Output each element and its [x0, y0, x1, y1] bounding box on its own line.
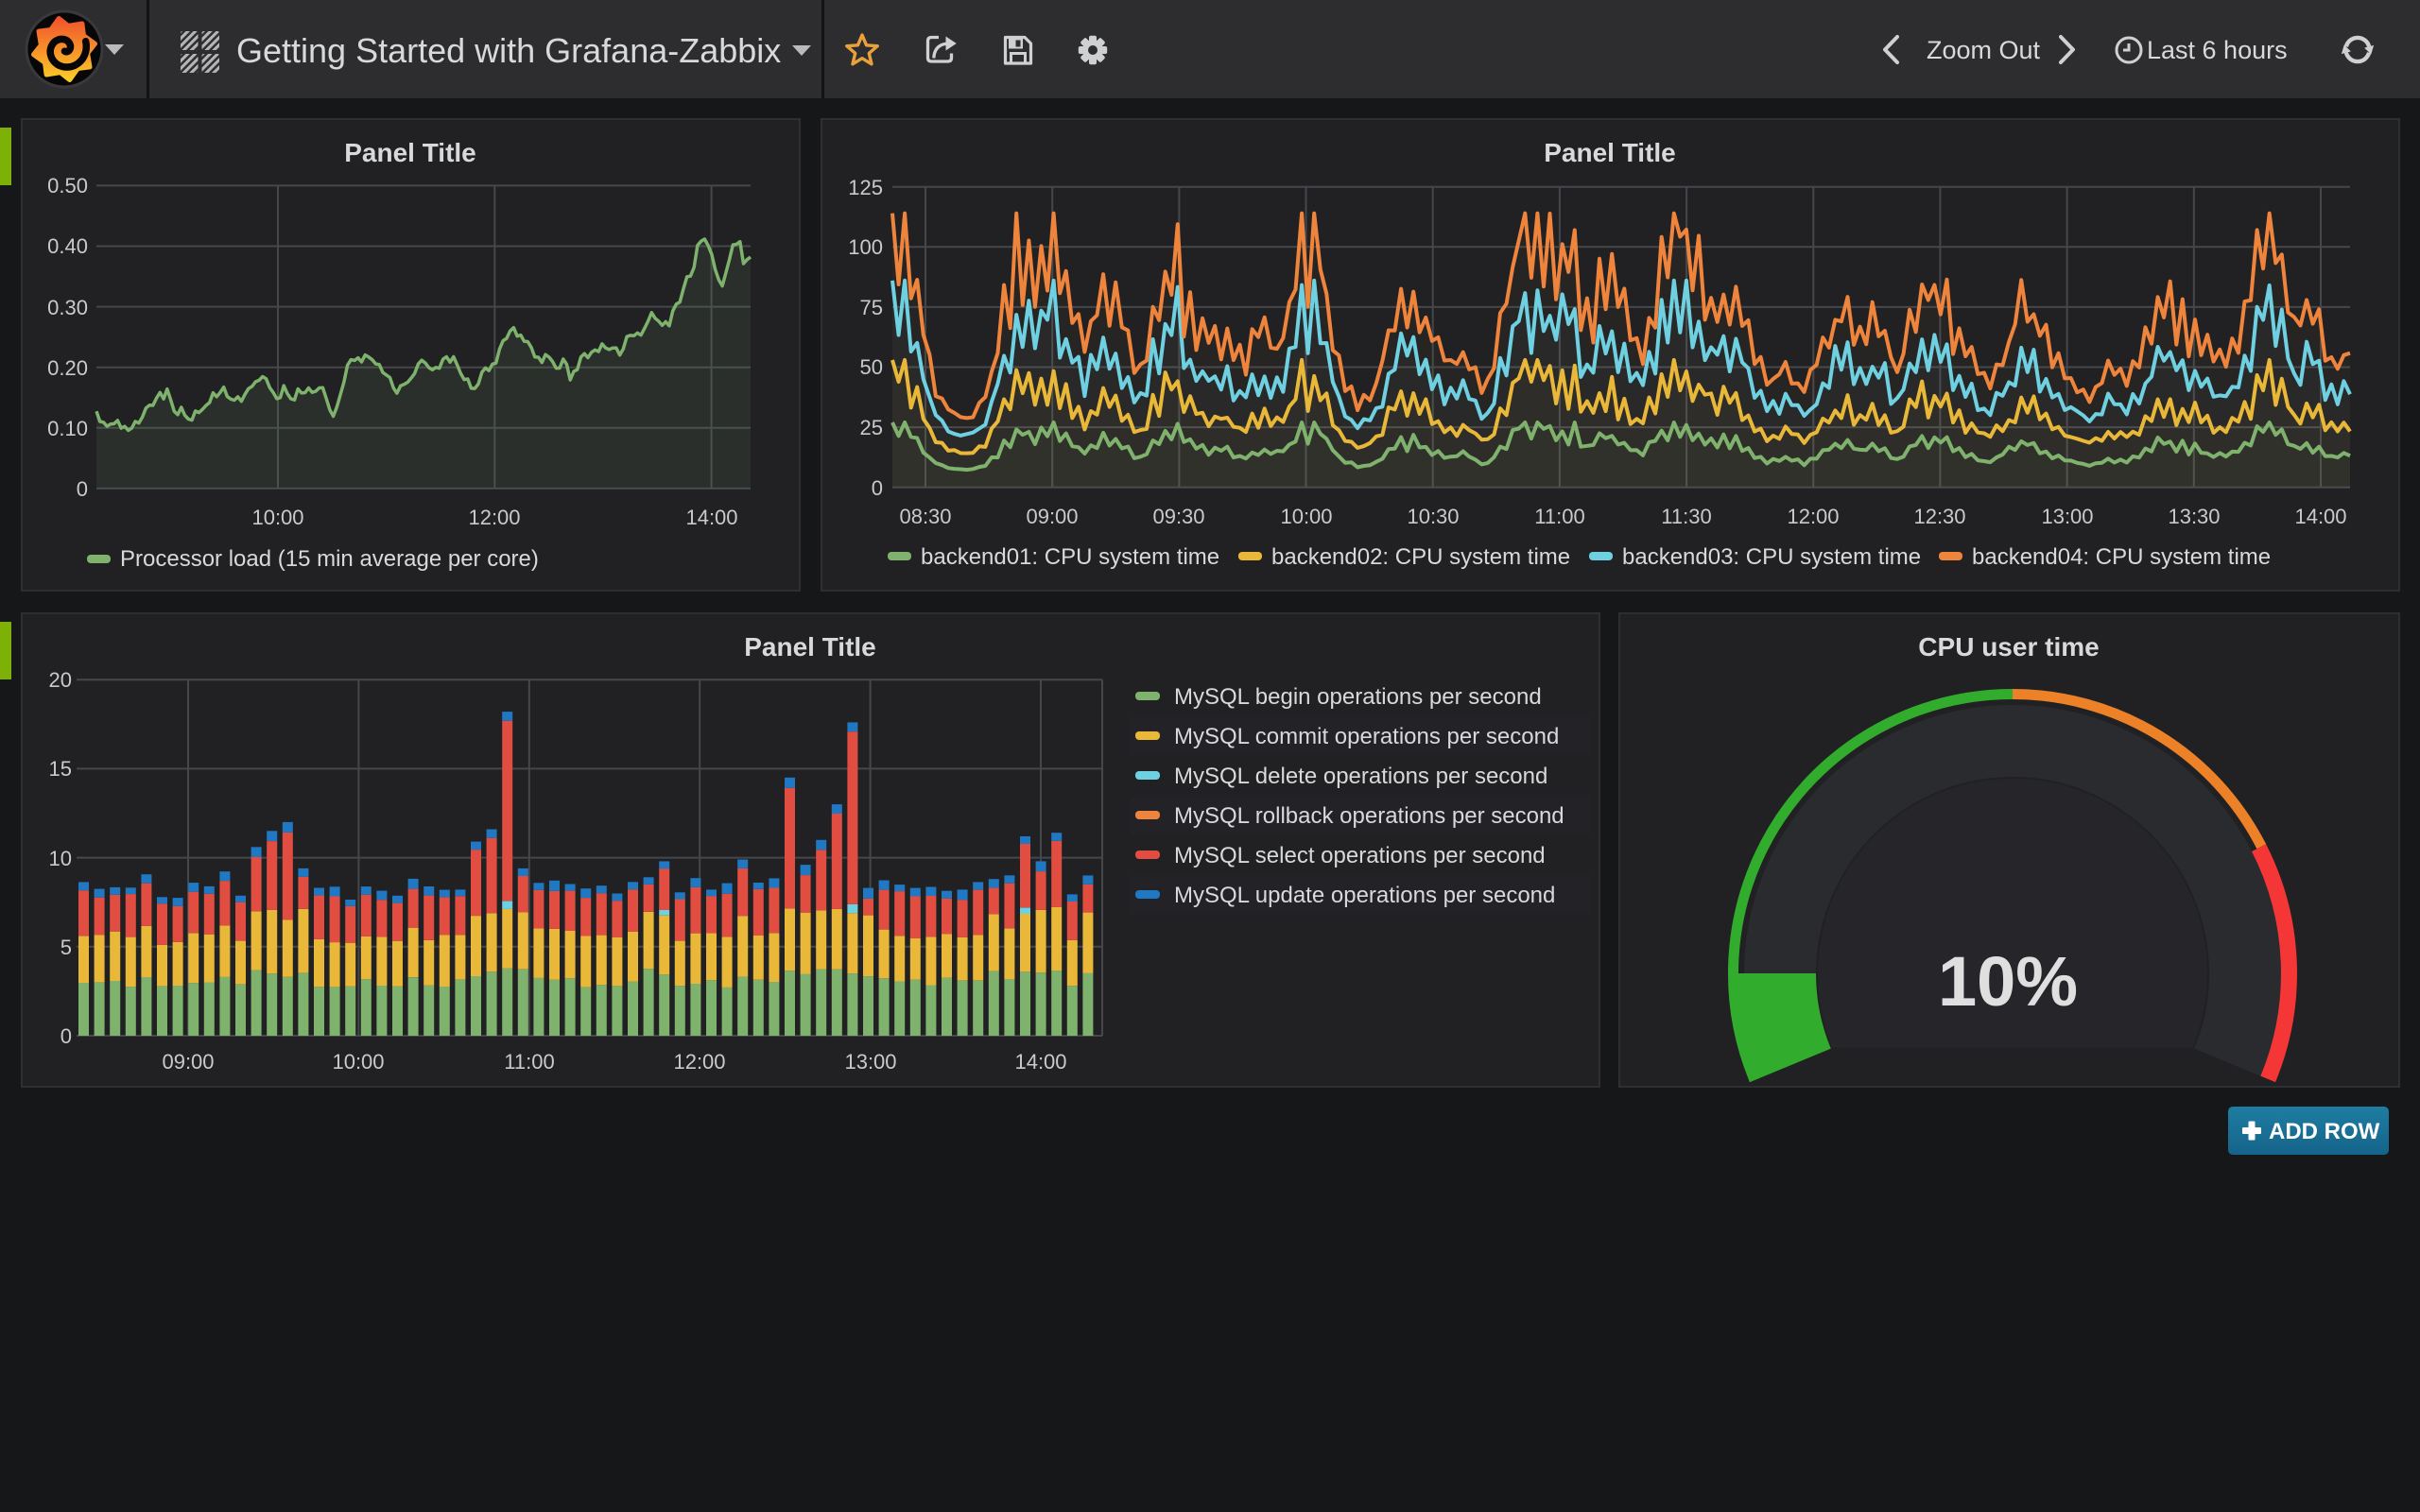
svg-text:12:00: 12:00	[1787, 505, 1839, 528]
svg-text:10%: 10%	[1938, 942, 2078, 1021]
svg-text:0.10: 0.10	[47, 417, 88, 440]
svg-text:CPU user time: CPU user time	[1918, 632, 2099, 662]
svg-text:ADD ROW: ADD ROW	[2269, 1119, 2380, 1144]
svg-text:11:00: 11:00	[1534, 505, 1584, 528]
svg-text:Processor load (15 min average: Processor load (15 min average per core)	[120, 546, 539, 572]
svg-text:backend04: CPU system time: backend04: CPU system time	[1972, 544, 2271, 570]
svg-text:0: 0	[872, 476, 883, 500]
svg-text:12:30: 12:30	[1913, 505, 1965, 528]
svg-text:11:30: 11:30	[1661, 505, 1711, 528]
svg-text:125: 125	[848, 176, 883, 199]
svg-text:backend01: CPU system time: backend01: CPU system time	[921, 544, 1219, 570]
svg-text:10:00: 10:00	[251, 506, 303, 529]
svg-text:backend02: CPU system time: backend02: CPU system time	[1271, 544, 1570, 570]
svg-text:14:00: 14:00	[2294, 505, 2346, 528]
svg-text:0: 0	[60, 1024, 72, 1048]
svg-text:15: 15	[49, 757, 72, 781]
svg-text:13:00: 13:00	[2041, 505, 2093, 528]
svg-text:Panel Title: Panel Title	[344, 138, 476, 167]
svg-text:14:00: 14:00	[685, 506, 737, 529]
svg-text:0.20: 0.20	[47, 356, 88, 380]
svg-text:0.40: 0.40	[47, 234, 88, 258]
svg-text:14:00: 14:00	[1014, 1050, 1066, 1074]
svg-text:10:00: 10:00	[1280, 505, 1332, 528]
svg-text:08:30: 08:30	[899, 505, 951, 528]
svg-text:10: 10	[49, 847, 72, 870]
svg-text:12:00: 12:00	[673, 1050, 725, 1074]
svg-text:20: 20	[49, 668, 72, 692]
svg-text:MySQL begin operations per sec: MySQL begin operations per second	[1174, 684, 1542, 710]
svg-text:10:00: 10:00	[332, 1050, 384, 1074]
svg-text:09:00: 09:00	[1026, 505, 1078, 528]
svg-text:12:00: 12:00	[468, 506, 520, 529]
svg-text:0.50: 0.50	[47, 174, 88, 198]
svg-text:Panel Title: Panel Title	[1544, 138, 1676, 167]
svg-text:Getting Started with Grafana-Z: Getting Started with Grafana-Zabbix	[236, 31, 781, 70]
svg-text:13:30: 13:30	[2168, 505, 2220, 528]
svg-text:25: 25	[860, 416, 883, 439]
svg-text:MySQL select operations per se: MySQL select operations per second	[1174, 843, 1546, 868]
svg-text:09:00: 09:00	[162, 1050, 214, 1074]
svg-text:50: 50	[860, 355, 883, 379]
svg-text:MySQL rollback operations per: MySQL rollback operations per second	[1174, 803, 1564, 829]
svg-text:MySQL commit operations per se: MySQL commit operations per second	[1174, 724, 1559, 749]
svg-text:Zoom Out: Zoom Out	[1927, 36, 2041, 64]
svg-text:backend03: CPU system time: backend03: CPU system time	[1622, 544, 1921, 570]
svg-text:Last 6 hours: Last 6 hours	[2147, 36, 2288, 64]
svg-text:Panel Title: Panel Title	[744, 632, 876, 662]
svg-text:0.30: 0.30	[47, 296, 88, 319]
svg-text:0: 0	[77, 477, 88, 501]
svg-text:10:30: 10:30	[1407, 505, 1459, 528]
svg-text:100: 100	[848, 235, 883, 259]
svg-text:09:30: 09:30	[1152, 505, 1204, 528]
svg-text:11:00: 11:00	[504, 1050, 554, 1074]
svg-text:13:00: 13:00	[844, 1050, 896, 1074]
svg-text:MySQL delete operations per se: MySQL delete operations per second	[1174, 764, 1547, 789]
svg-text:5: 5	[60, 936, 72, 959]
svg-text:MySQL update operations per se: MySQL update operations per second	[1174, 883, 1555, 908]
svg-text:75: 75	[860, 296, 883, 319]
